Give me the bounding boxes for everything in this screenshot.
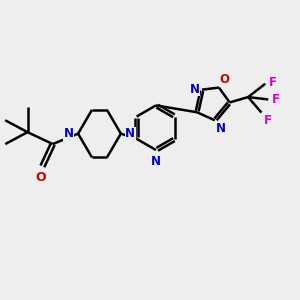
Text: F: F <box>269 76 277 89</box>
Text: O: O <box>36 171 46 184</box>
Text: N: N <box>190 82 200 96</box>
Text: F: F <box>264 114 272 127</box>
Text: N: N <box>151 155 161 168</box>
Text: F: F <box>272 93 280 106</box>
Text: N: N <box>216 122 226 135</box>
Text: O: O <box>220 73 230 86</box>
Text: N: N <box>125 127 135 140</box>
Text: N: N <box>64 127 74 140</box>
